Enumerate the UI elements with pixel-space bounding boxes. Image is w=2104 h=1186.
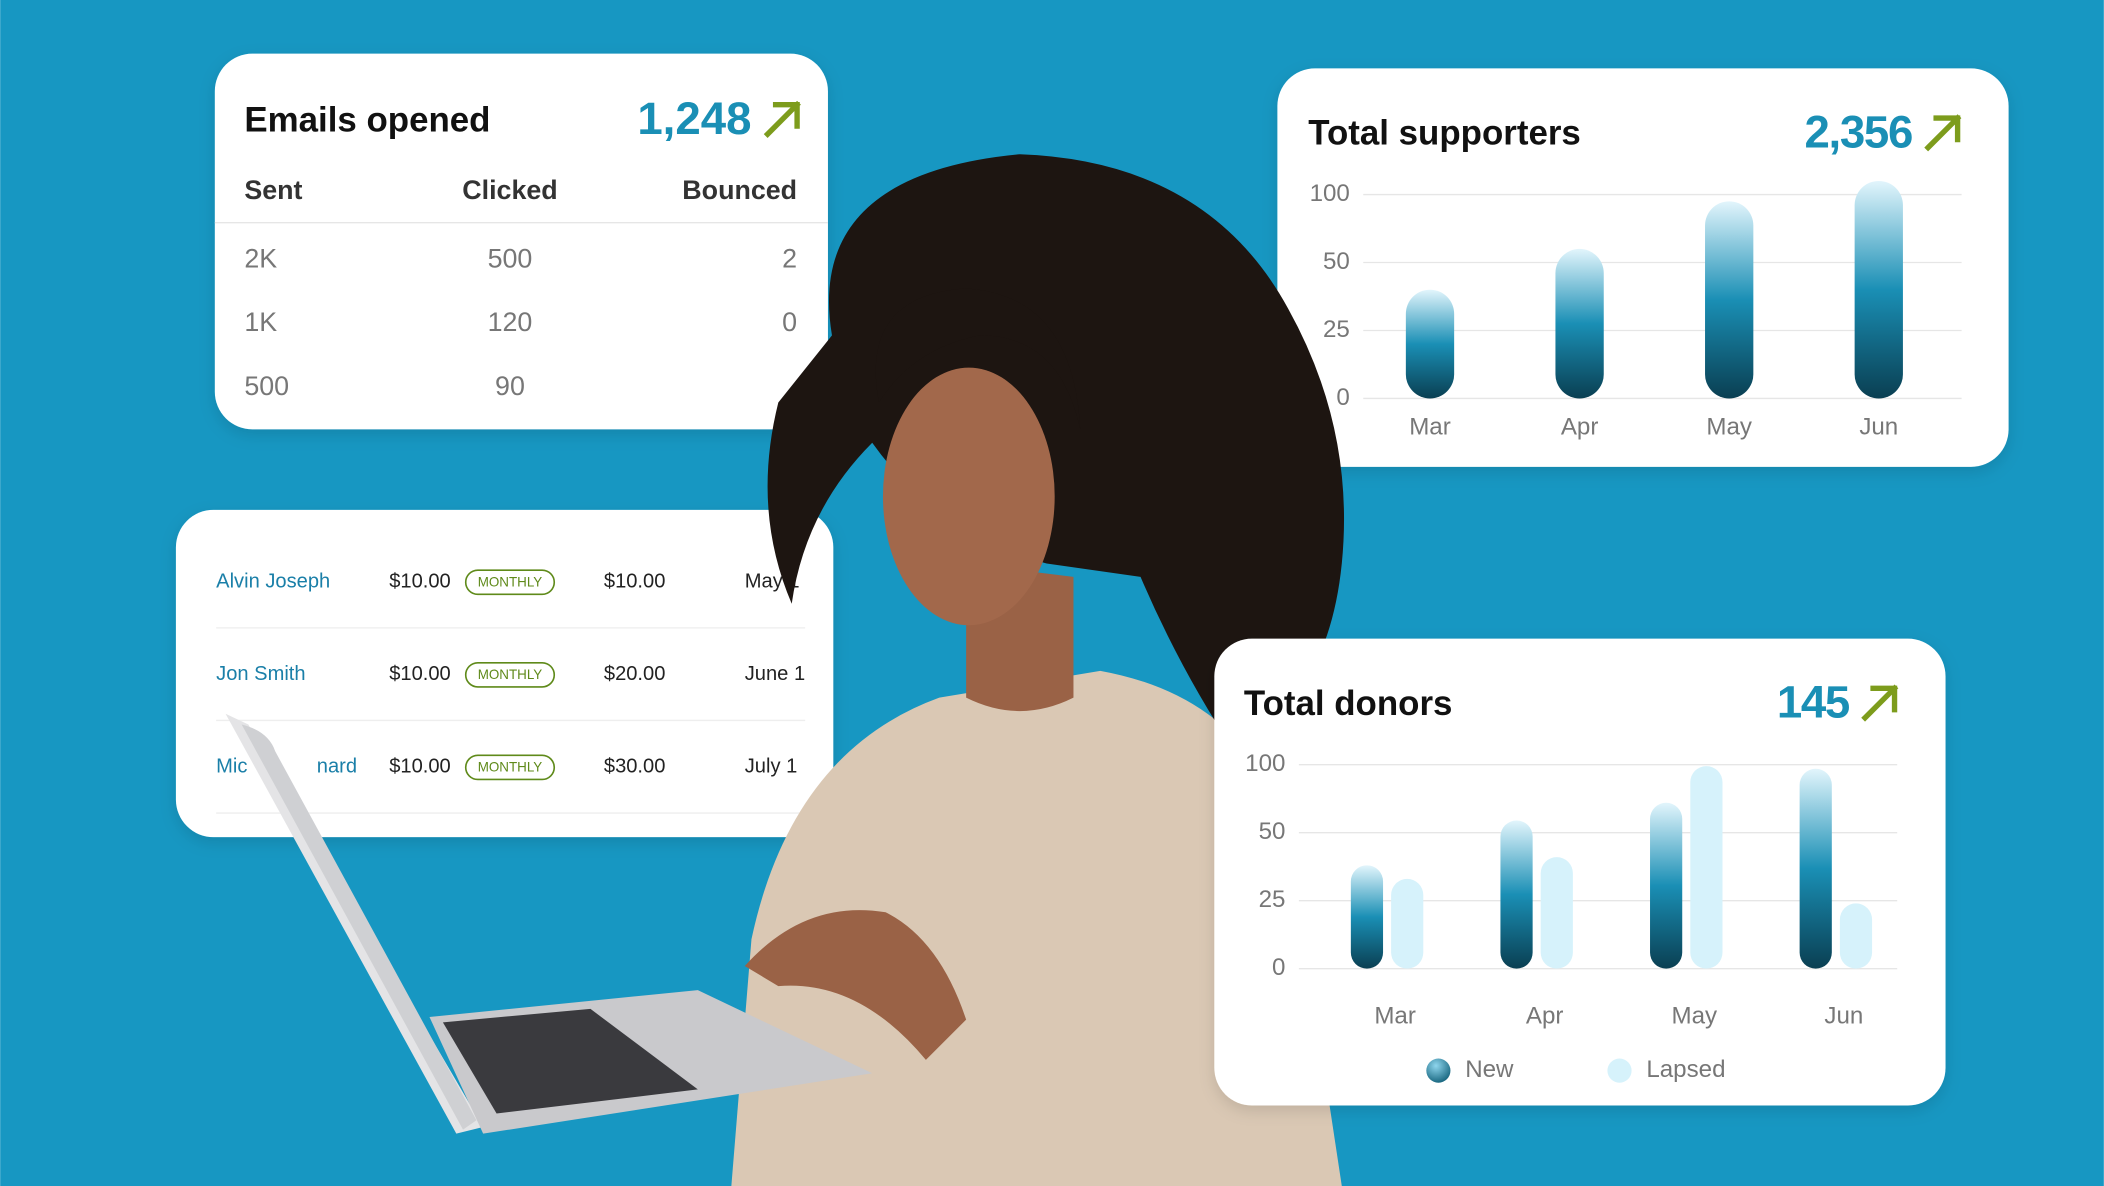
table-cell: 1K	[244, 307, 277, 337]
hand	[744, 910, 967, 1060]
bar	[1555, 248, 1604, 399]
table-cell: 90	[495, 371, 525, 401]
total: $10.00	[604, 571, 666, 593]
bar	[1854, 180, 1903, 399]
card-total: 1,248	[637, 93, 751, 144]
trend-arrow	[1861, 684, 1899, 722]
x-tick-label: Jun	[1824, 1002, 1863, 1029]
y-tick-label: 50	[1323, 248, 1350, 275]
bar	[1705, 201, 1754, 399]
date: July 1	[745, 756, 798, 778]
card-title: Total supporters	[1308, 114, 1581, 153]
front-layer: Total donors 145 0 25 50 100 Mar Apr May Jun New La…	[1214, 638, 1946, 1106]
person	[225, 154, 1345, 1186]
x-tick-label: Mar	[1374, 1002, 1416, 1029]
badge	[464, 569, 556, 596]
card-total: 2,356	[1805, 107, 1912, 158]
hair-front	[875, 288, 1081, 430]
date: June 1	[745, 663, 805, 685]
table-header: Sent	[244, 175, 302, 205]
bar	[1839, 903, 1873, 969]
total: $30.00	[604, 756, 666, 778]
table-cell: 500	[488, 243, 533, 273]
emails-card	[214, 53, 828, 430]
legend-label: New	[1465, 1056, 1514, 1083]
donors-card	[1214, 638, 1946, 1106]
trend-arrow	[1924, 114, 1962, 152]
table-header: Clicked	[462, 175, 557, 205]
card-title: Emails opened	[244, 100, 490, 139]
laptop-keyboard	[442, 1008, 698, 1114]
trend-arrow	[763, 100, 801, 138]
laptop-lid-edge	[241, 724, 477, 1130]
card-total: 145	[1777, 677, 1850, 728]
y-tick-label: 25	[1259, 886, 1286, 913]
x-tick-label: May	[1672, 1002, 1719, 1029]
amount: $10.00	[389, 571, 451, 593]
supporters-card	[1277, 68, 2009, 467]
bar	[1391, 878, 1424, 969]
y-tick-label: 100	[1245, 750, 1285, 777]
y-tick-label: 100	[1310, 180, 1350, 207]
y-tick-label: 25	[1323, 316, 1350, 343]
shirt	[731, 670, 1342, 1186]
table-cell: 0	[782, 307, 797, 337]
donations-card	[175, 509, 834, 838]
y-tick-label: 0	[1272, 954, 1285, 981]
x-tick-label: May	[1706, 413, 1753, 440]
table-cell: 2	[782, 243, 797, 273]
y-tick-label: 0	[1336, 384, 1349, 411]
table-header: Bounced	[682, 175, 797, 205]
bar	[1799, 768, 1832, 969]
face	[882, 367, 1055, 626]
amount: $10.00	[389, 756, 451, 778]
badge-label: MONTHLY	[478, 667, 543, 682]
badge	[464, 754, 556, 781]
y-tick-label: 50	[1259, 818, 1286, 845]
bar	[1540, 857, 1573, 969]
total: $20.00	[604, 663, 666, 685]
badge-label: MONTHLY	[478, 760, 543, 775]
table-cell: 500	[244, 371, 289, 401]
x-tick-label: Jun	[1859, 413, 1898, 440]
bar	[1405, 289, 1455, 399]
donor-name: Alvin Joseph	[216, 571, 330, 593]
x-tick-label: Apr	[1561, 413, 1599, 440]
badge-label: MONTHLY	[478, 574, 543, 589]
back-layer: Emails opened 1,248 Sent Clicked Bounced 2K 50…	[175, 53, 2009, 838]
donor-name: nard	[317, 756, 357, 778]
legend-label: Lapsed	[1646, 1056, 1725, 1083]
legend-swatch	[1607, 1058, 1632, 1083]
bar	[1350, 865, 1384, 969]
x-tick-label: Apr	[1526, 1002, 1564, 1029]
donor-name: Mic	[216, 756, 247, 778]
badge	[464, 661, 556, 688]
amount: $10.00	[389, 663, 451, 685]
legend-swatch	[1426, 1058, 1451, 1083]
table-cell: 2K	[244, 243, 277, 273]
card-title: Total donors	[1244, 684, 1453, 723]
bar	[1650, 802, 1683, 969]
x-tick-label: Mar	[1409, 413, 1451, 440]
donor-name: Jon Smith	[216, 663, 305, 685]
bar	[1690, 766, 1723, 969]
bar	[1500, 820, 1533, 969]
table-cell: 120	[488, 307, 533, 337]
